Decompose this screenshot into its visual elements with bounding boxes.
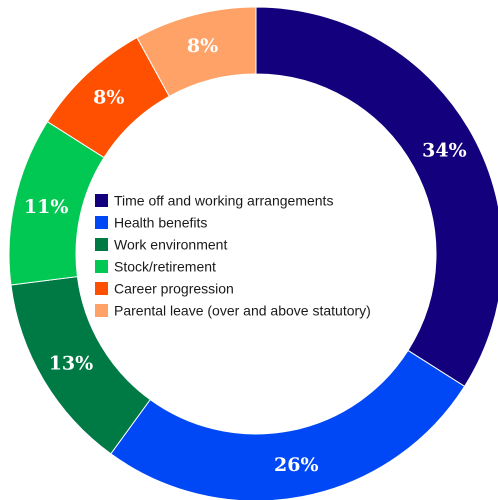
legend-label: Stock/retirement: [114, 259, 216, 275]
slice-parental-leave-over-and-above-statutory: [136, 6, 257, 97]
legend-item-stock-retirement: Stock/retirement: [95, 259, 216, 275]
slice-label-career-progression: 8%: [93, 86, 124, 108]
slice-time-off-and-working-arrangements: [255, 6, 498, 388]
slice-labels-group: 34% 26% 13% 11% 8% 8%: [24, 35, 467, 476]
slice-health-benefits: [110, 349, 466, 500]
legend-label: Health benefits: [114, 215, 207, 231]
slice-label-work-environment: 13%: [49, 352, 94, 374]
legend-swatch: [95, 216, 108, 229]
legend-item-work-environment: Work environment: [95, 237, 227, 253]
legend-swatch: [95, 238, 108, 251]
slice-label-parental-leave-over-and-above-statutory: 8%: [187, 35, 218, 57]
slices-group: [8, 6, 498, 500]
legend: Time off and working arrangements Health …: [95, 193, 371, 319]
legend-item-career-progression: Career progression: [95, 281, 234, 297]
legend-label: Career progression: [114, 281, 234, 297]
legend-item-health-benefits: Health benefits: [95, 215, 207, 231]
legend-swatch: [95, 282, 108, 295]
slice-label-stock-retirement: 11%: [24, 196, 69, 218]
legend-label: Parental leave (over and above statutory…: [114, 303, 371, 319]
legend-label: Work environment: [114, 237, 227, 253]
legend-swatch: [95, 260, 108, 273]
legend-item-time-off-and-working-arrangements: Time off and working arrangements: [95, 193, 333, 209]
slice-label-time-off-and-working-arrangements: 34%: [422, 139, 467, 161]
legend-item-parental-leave-over-and-above-statutory: Parental leave (over and above statutory…: [95, 303, 371, 319]
legend-label: Time off and working arrangements: [114, 193, 333, 209]
legend-swatch: [95, 194, 108, 207]
slice-label-health-benefits: 26%: [274, 454, 319, 476]
legend-swatch: [95, 304, 108, 317]
